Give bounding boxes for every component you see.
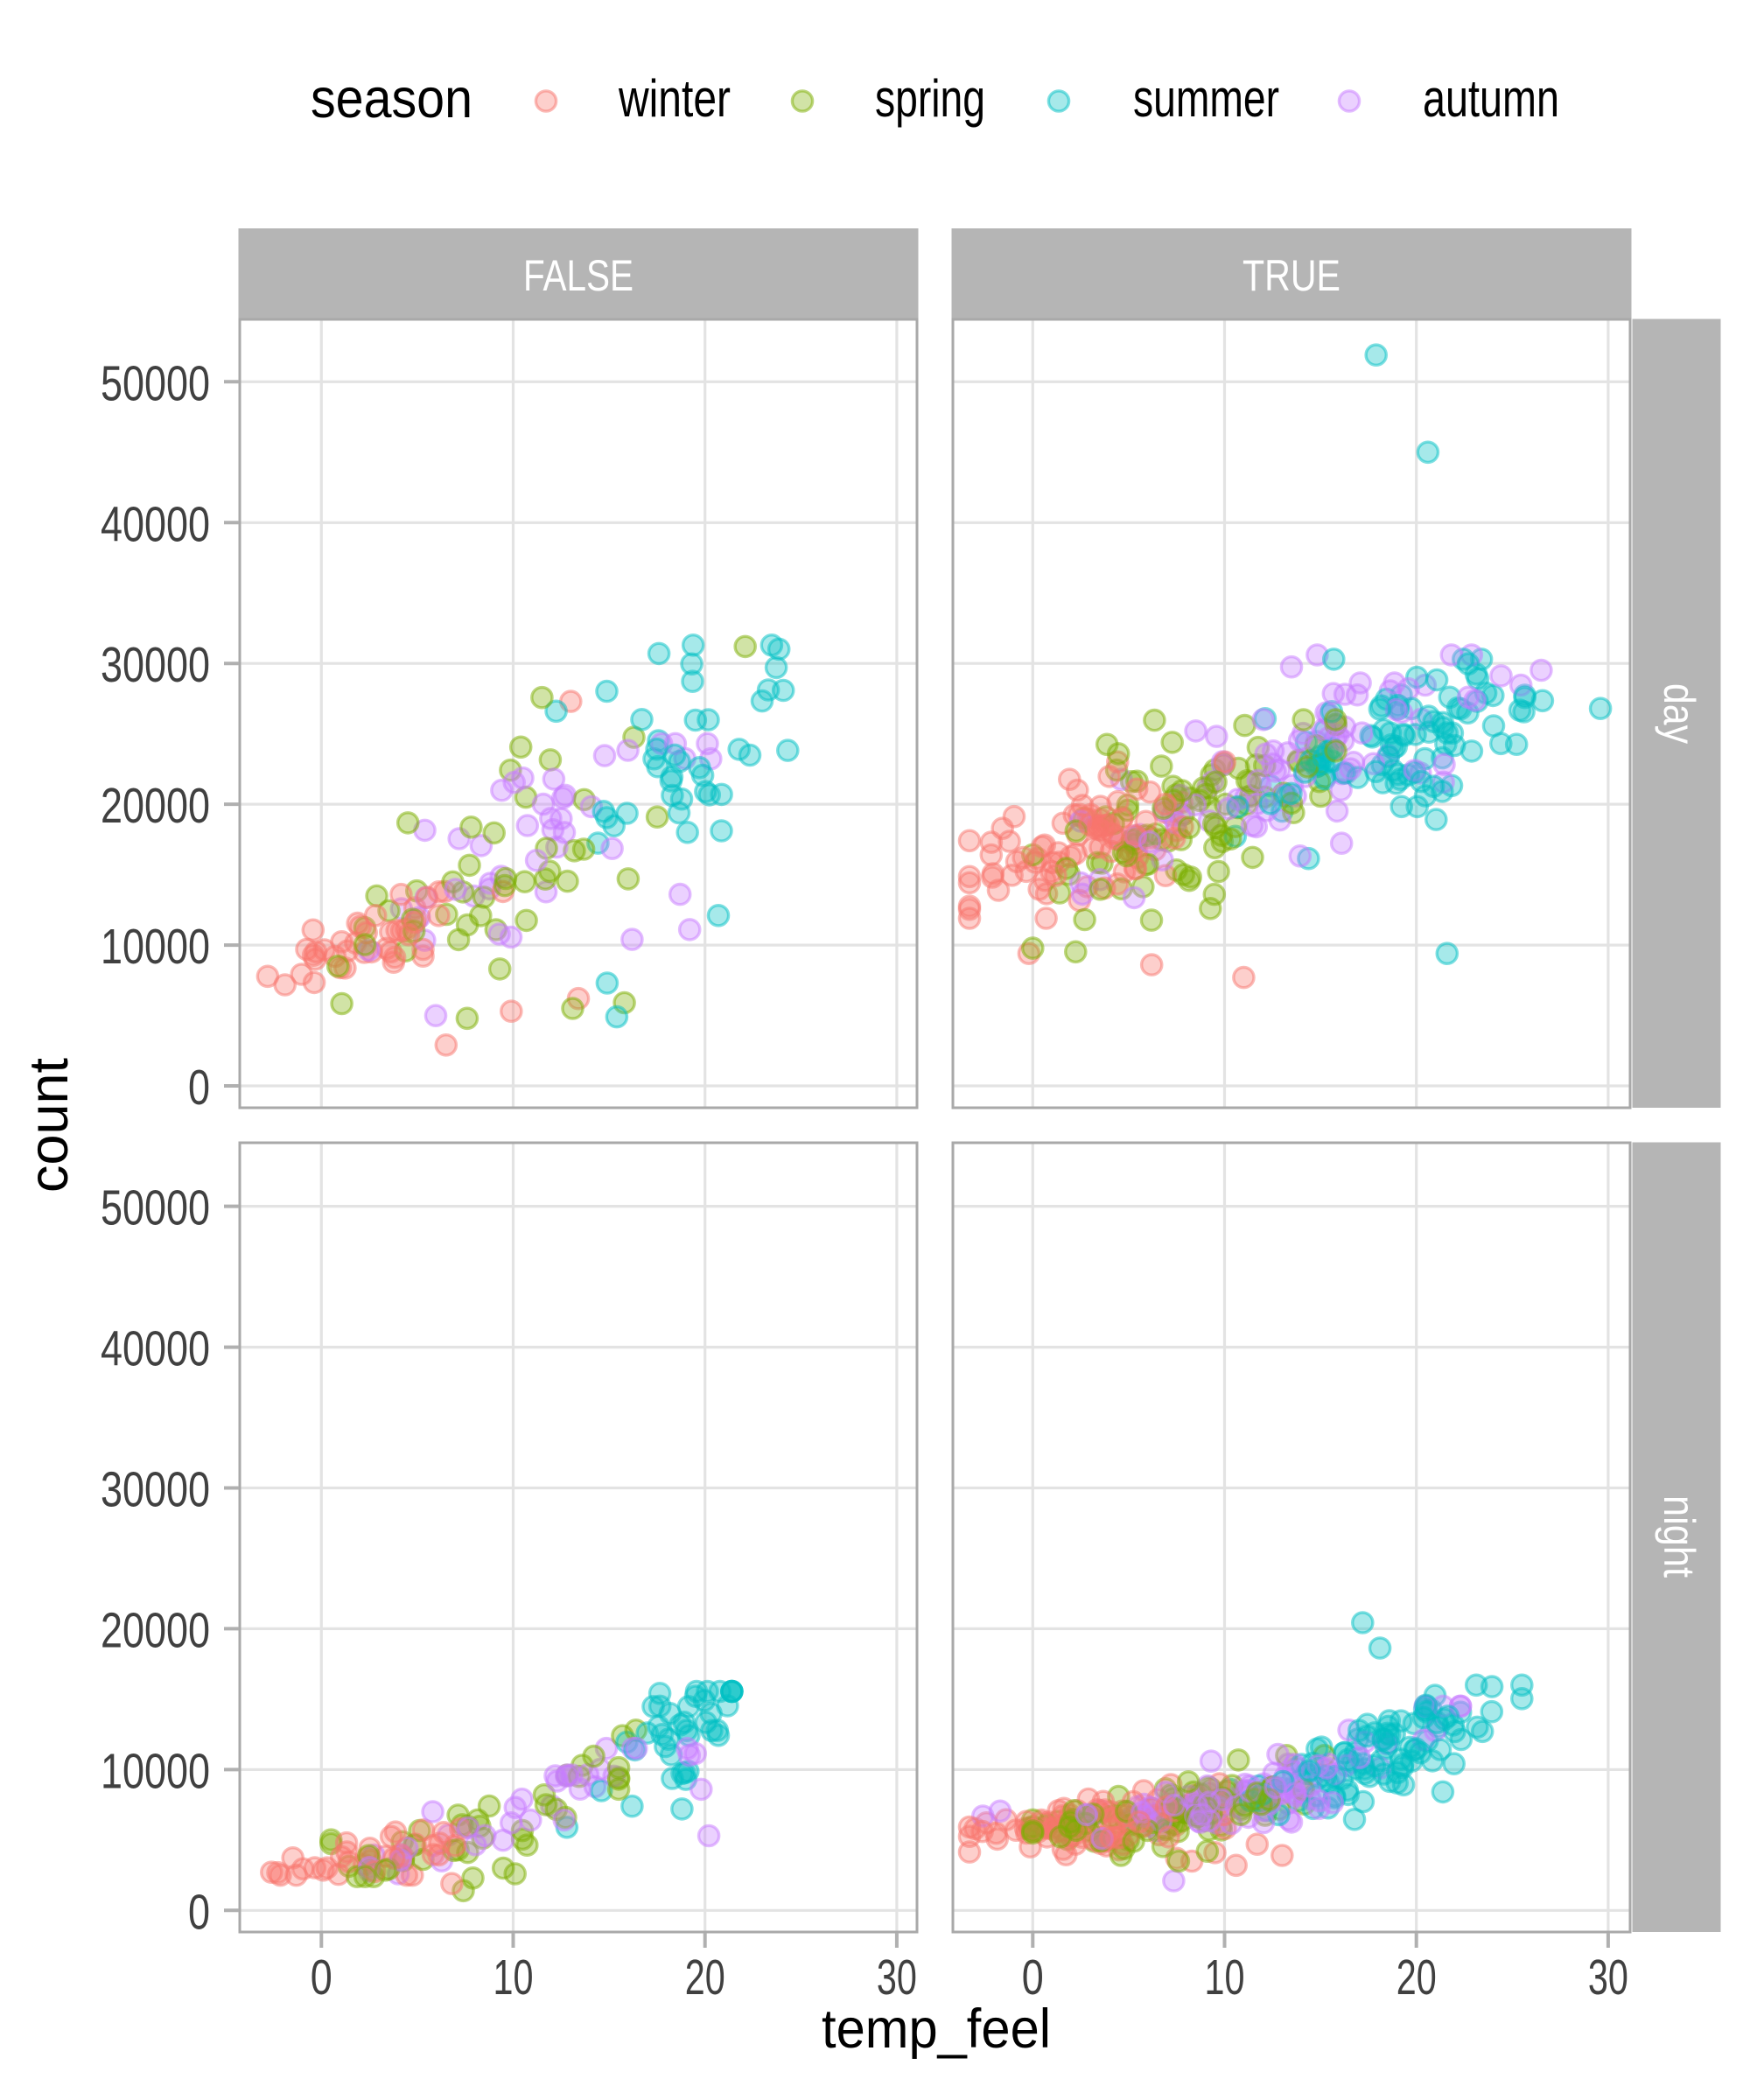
svg-text:0: 0: [311, 1950, 332, 2006]
svg-text:0: 0: [1022, 1950, 1044, 2006]
svg-text:0: 0: [188, 1060, 210, 1116]
svg-text:summer: summer: [1133, 69, 1279, 128]
svg-text:0: 0: [188, 1884, 210, 1940]
svg-text:40000: 40000: [101, 496, 210, 552]
svg-text:20: 20: [1396, 1950, 1437, 2006]
svg-text:season: season: [311, 68, 472, 130]
svg-text:10000: 10000: [101, 919, 210, 975]
svg-text:FALSE: FALSE: [523, 251, 634, 300]
svg-text:autumn: autumn: [1423, 69, 1559, 128]
svg-text:20: 20: [685, 1950, 725, 2006]
svg-text:day: day: [1655, 683, 1704, 744]
svg-text:temp_feel: temp_feel: [822, 1998, 1051, 2060]
svg-text:20000: 20000: [101, 778, 210, 834]
svg-text:30: 30: [877, 1950, 917, 2006]
svg-text:night: night: [1655, 1495, 1704, 1578]
svg-text:10: 10: [494, 1950, 534, 2006]
svg-text:30000: 30000: [101, 637, 210, 693]
svg-text:30: 30: [1588, 1950, 1628, 2006]
svg-text:spring: spring: [875, 69, 985, 128]
svg-text:TRUE: TRUE: [1242, 251, 1340, 300]
svg-text:40000: 40000: [101, 1321, 210, 1377]
svg-text:count: count: [18, 1058, 80, 1193]
svg-text:20000: 20000: [101, 1602, 210, 1658]
svg-text:30000: 30000: [101, 1462, 210, 1518]
svg-text:50000: 50000: [101, 355, 210, 411]
svg-text:10000: 10000: [101, 1743, 210, 1799]
svg-text:winter: winter: [618, 69, 731, 128]
svg-text:50000: 50000: [101, 1180, 210, 1236]
svg-text:10: 10: [1205, 1950, 1245, 2006]
